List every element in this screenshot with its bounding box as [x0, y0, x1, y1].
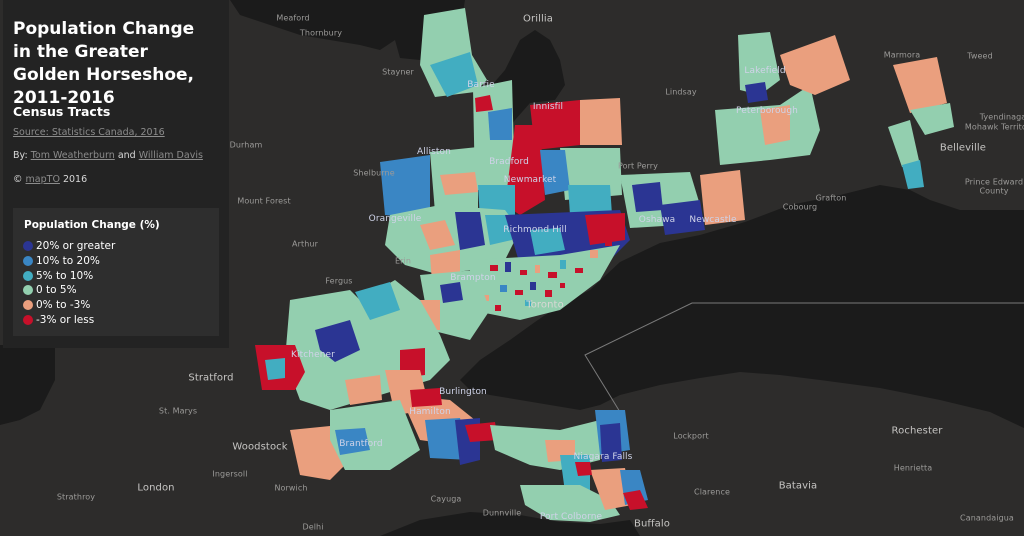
place-label: Newcastle: [689, 215, 737, 225]
legend-swatch-icon: [23, 314, 33, 325]
place-label: London: [137, 482, 175, 494]
legend-title: Population Change (%): [24, 219, 160, 231]
place-label: Peterborough: [736, 106, 798, 116]
place-label: Norwich: [274, 483, 308, 493]
place-label: Grafton: [815, 193, 847, 203]
place-label: County: [979, 186, 1009, 196]
legend-item: 20% or greater: [23, 239, 115, 254]
legend-swatch-icon: [23, 285, 33, 296]
place-label: Port Colborne: [539, 512, 603, 522]
place-label: Orillia: [523, 13, 553, 25]
place-label: Batavia: [778, 480, 818, 492]
place-label: Innisfil: [532, 102, 564, 112]
copyright-year: 2016: [62, 174, 88, 185]
source-link[interactable]: Source: Statistics Canada, 2016: [13, 127, 165, 138]
place-label: Hamilton: [409, 407, 451, 417]
legend-label: -3% or less: [36, 313, 95, 326]
place-label: Shelburne: [353, 168, 395, 178]
international-border: [584, 302, 1024, 413]
legend-swatch-icon: [23, 300, 33, 311]
place-label: Woodstock: [232, 441, 288, 453]
mapto-link[interactable]: mapTO: [25, 174, 60, 185]
place-label: Prince Edward: [964, 177, 1024, 187]
place-label: Marmora: [883, 50, 921, 60]
place-label: Henrietta: [893, 463, 933, 473]
byline: By: Tom Weatherburn and William Davis: [13, 150, 203, 161]
place-label: Buffalo: [634, 518, 670, 530]
place-label: Stayner: [382, 67, 414, 77]
place-label: Durham: [229, 140, 263, 150]
place-label: Newmarket: [503, 175, 557, 185]
place-label: Rochester: [891, 425, 943, 437]
place-label: Lakefield: [744, 66, 786, 76]
place-label: Brantford: [339, 439, 383, 449]
lake-huron-water: [0, 345, 55, 425]
place-label: Port Perry: [617, 161, 659, 171]
place-label: Cobourg: [782, 202, 818, 212]
place-label: Mount Forest: [237, 196, 291, 206]
legend-label: 20% or greater: [36, 240, 116, 253]
place-label: Meaford: [276, 13, 310, 23]
place-label: Barrie: [467, 80, 495, 90]
place-label: Thornbury: [299, 28, 343, 38]
legend-items: 20% or greater 10% to 20% 5% to 10% 0 to…: [23, 239, 115, 327]
legend-item: 10% to 20%: [23, 254, 115, 269]
place-label: Lockport: [673, 431, 709, 441]
legend-label: 10% to 20%: [36, 255, 100, 268]
place-label: Kitchener: [291, 350, 335, 360]
map-subtitle: Census Tracts: [13, 104, 111, 119]
place-label: Erin: [394, 256, 412, 266]
place-label: Delhi: [302, 522, 324, 532]
legend-item: 5% to 10%: [23, 268, 115, 283]
place-label: Clarence: [694, 487, 730, 497]
legend-label: 5% to 10%: [36, 269, 94, 282]
legend-swatch-icon: [23, 270, 33, 281]
place-label: St. Marys: [158, 406, 198, 416]
place-label: Niagara Falls: [573, 452, 633, 462]
place-label: Cayuga: [430, 494, 462, 504]
byline-and: and: [117, 150, 136, 161]
legend-label: 0 to 5%: [36, 284, 77, 297]
place-label: Lindsay: [665, 87, 697, 97]
place-label: Dunnville: [482, 508, 522, 518]
lake-ontario-water: [460, 185, 1024, 428]
place-label: Toronto: [526, 299, 564, 311]
byline-prefix: By:: [13, 150, 28, 161]
place-label: Mohawk Territory: [964, 122, 1024, 132]
place-label: Ingersoll: [212, 469, 248, 479]
legend-item: -3% or less: [23, 312, 115, 327]
legend-label: 0% to -3%: [36, 299, 91, 312]
place-label: Burlington: [439, 387, 487, 397]
georgian-bay-water: [230, 0, 420, 50]
author-link-2[interactable]: William Davis: [138, 150, 203, 161]
place-label: Belleville: [939, 142, 987, 154]
legend-item: 0% to -3%: [23, 298, 115, 313]
toronto-speckle: [480, 240, 612, 311]
place-label: Tweed: [967, 51, 993, 61]
place-label: Tyendinaga: [979, 112, 1024, 122]
legend: Population Change (%) 20% or greater 10%…: [13, 208, 219, 336]
place-label: Bradford: [489, 157, 529, 167]
legend-item: 0 to 5%: [23, 283, 115, 298]
census-tracts: [255, 8, 954, 522]
place-label: Brampton: [450, 273, 496, 283]
legend-swatch-icon: [23, 256, 33, 267]
place-label: Alliston: [417, 147, 451, 157]
place-label: Strathroy: [56, 492, 96, 502]
copyright-icon: ©: [13, 174, 23, 185]
map-title: Population Change in the Greater Golden …: [13, 19, 195, 108]
place-label: Oshawa: [638, 215, 676, 225]
place-label: Richmond Hill: [503, 225, 567, 235]
place-label: Orangeville: [368, 214, 422, 224]
place-label: Fergus: [325, 276, 353, 286]
legend-swatch-icon: [23, 241, 33, 252]
author-link-1[interactable]: Tom Weatherburn: [30, 150, 115, 161]
copyright: © mapTO 2016: [13, 174, 87, 185]
place-label: Canandaigua: [960, 513, 1014, 523]
place-label: Stratford: [188, 372, 234, 384]
place-label: Arthur: [292, 239, 318, 249]
lake-erie-water: [380, 512, 640, 536]
